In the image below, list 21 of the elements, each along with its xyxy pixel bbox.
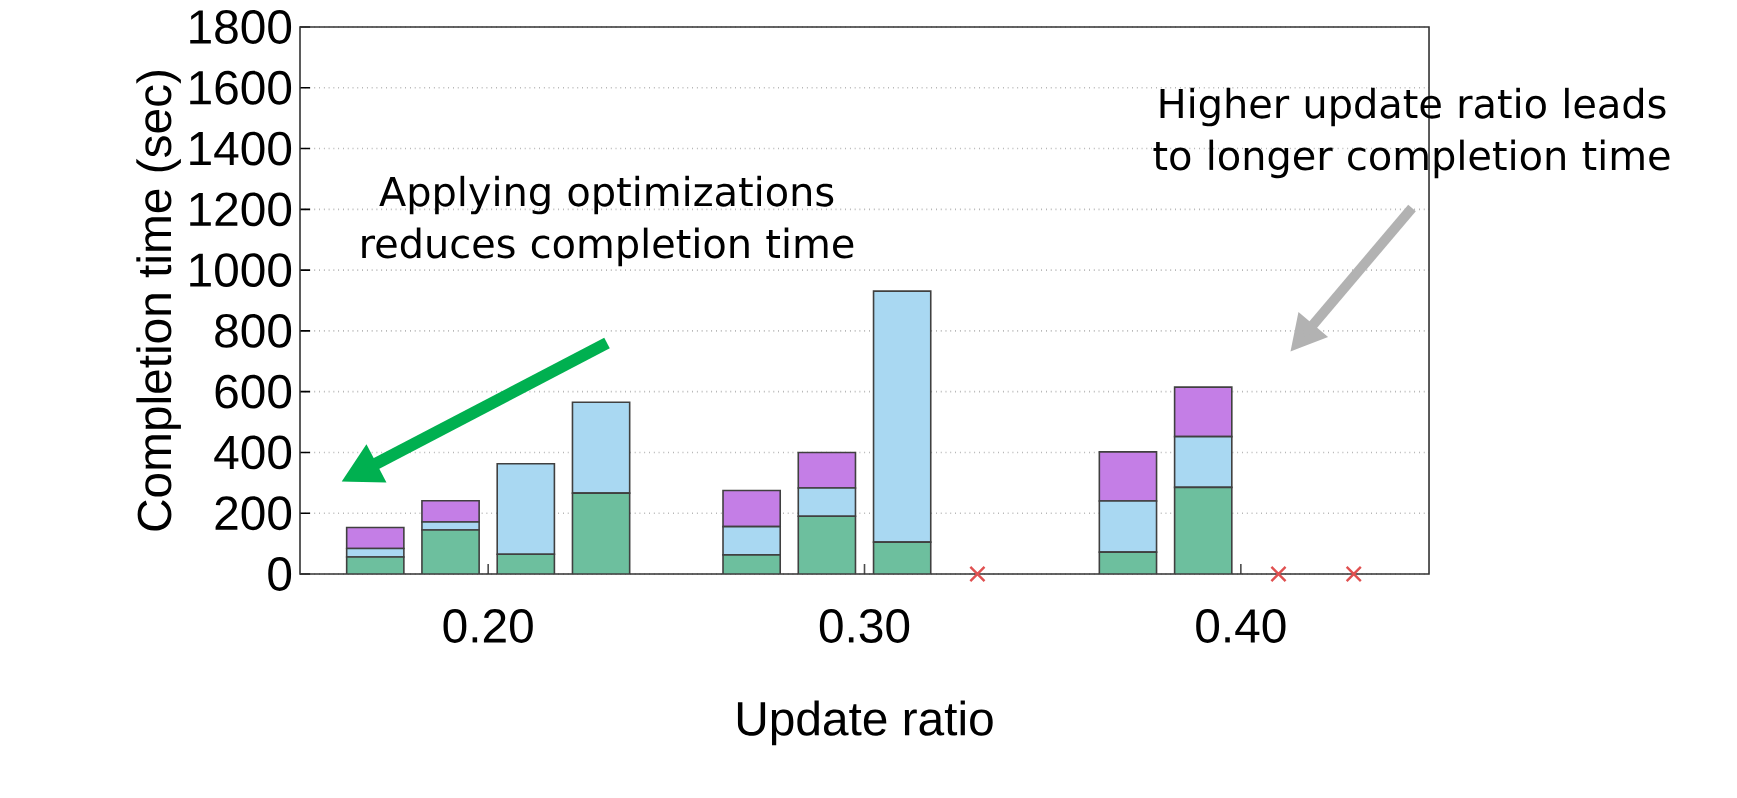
x-tick-label: 0.40	[1196, 609, 1286, 643]
y-tick-label: 1200	[190, 192, 292, 227]
bar	[421, 529, 480, 574]
y-tick-label: 1800	[190, 10, 292, 44]
bar	[1173, 486, 1233, 574]
y-tick-label: 800	[215, 313, 292, 348]
annotation: Applying optimizations reduces completion time	[362, 175, 854, 267]
y-tick-label: 1400	[190, 131, 292, 166]
y-tick-label: 1000	[190, 253, 292, 288]
y-axis-title: Completion time (sec)	[136, 71, 181, 531]
x-axis-title: Update ratio	[737, 700, 993, 746]
y-tick-label: 600	[215, 374, 292, 409]
bar	[797, 515, 857, 574]
bar	[571, 492, 631, 574]
x-tick-label: 0.20	[443, 609, 533, 643]
y-tick-label: 200	[215, 496, 292, 531]
y-tick-label: 0	[268, 557, 292, 591]
bar	[872, 541, 932, 574]
y-tick-label: 1600	[190, 70, 292, 105]
x-tick-label: 0.30	[819, 609, 910, 643]
y-tick-label: 400	[214, 435, 292, 470]
